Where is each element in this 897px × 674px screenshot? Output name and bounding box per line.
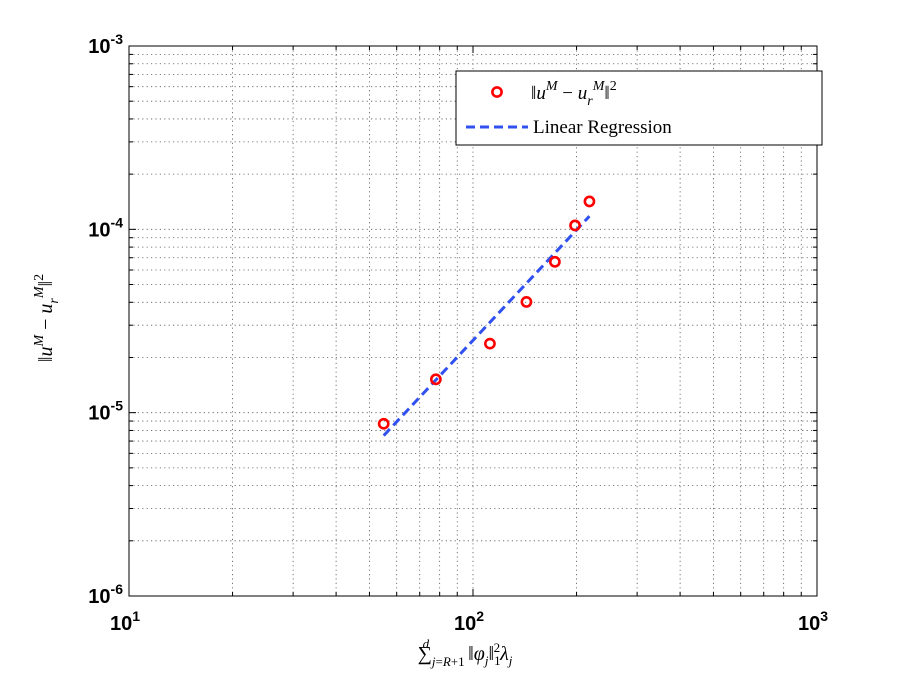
- data-point: [484, 337, 496, 350]
- series: [377, 195, 596, 437]
- x-tick-label: 103: [798, 608, 828, 635]
- x-tick-label: 101: [110, 608, 140, 635]
- y-tick-label: 10-3: [88, 31, 123, 58]
- grid-lines: [129, 46, 817, 596]
- y-tick-label: 10-4: [88, 214, 123, 241]
- data-point: [569, 219, 581, 232]
- x-axis-label: ∑j=R+1d ‖φj‖12λj: [418, 636, 513, 669]
- legend-label-error: ‖uM − urM‖2: [531, 79, 617, 109]
- y-tick-label: 10-6: [88, 581, 123, 608]
- data-point: [548, 255, 561, 268]
- x-tick-label: 102: [454, 608, 484, 635]
- data-point: [520, 295, 533, 308]
- regression-line: [382, 215, 591, 437]
- y-axis-label: ‖uM − urM‖2: [32, 274, 62, 362]
- axis-ticks: [128, 46, 817, 597]
- data-point: [377, 417, 390, 430]
- legend-marker-circle: [491, 86, 503, 98]
- data-point: [583, 195, 596, 208]
- legend: ‖uM − urM‖2 Linear Regression: [455, 70, 823, 146]
- data-point: [429, 373, 442, 386]
- legend-box: [455, 70, 823, 146]
- tick-labels: 101 102 103 10-6 10-5 10-4 10-3: [88, 31, 828, 635]
- legend-label-regression: Linear Regression: [533, 117, 672, 138]
- y-tick-label: 10-5: [88, 398, 123, 425]
